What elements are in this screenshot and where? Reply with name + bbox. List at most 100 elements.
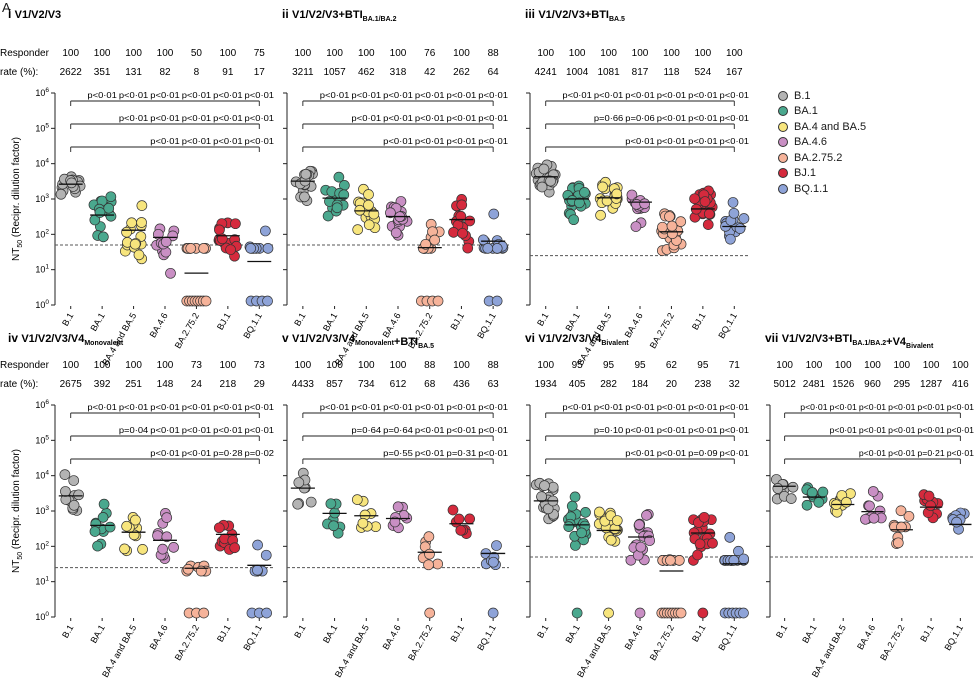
data-point bbox=[104, 521, 116, 533]
p-value: p<0·01 bbox=[415, 448, 445, 458]
responder-rate-value: 95 bbox=[603, 360, 615, 371]
gmt-value: 184 bbox=[632, 379, 649, 390]
data-point bbox=[389, 516, 401, 528]
data-point bbox=[198, 243, 209, 254]
y-tick-label: 104 bbox=[35, 158, 49, 169]
y-tick-label: 101 bbox=[35, 576, 49, 587]
p-value: p<0·01 bbox=[182, 425, 212, 435]
data-point bbox=[724, 532, 736, 543]
data-point bbox=[262, 243, 274, 254]
tick-base: 10 bbox=[35, 612, 45, 622]
data-point bbox=[92, 540, 103, 552]
x-tick-label: BA.4 and BA.5 bbox=[100, 623, 138, 679]
p-value: p<0·01 bbox=[447, 90, 477, 100]
responder-rate-value: 100 bbox=[62, 360, 79, 371]
tick-exponent: 5 bbox=[45, 434, 49, 441]
panel-i: i V1/V2/V3100262210035110013110082508100… bbox=[8, 7, 275, 367]
title-text: V1/V2/V3/V4 bbox=[292, 333, 356, 345]
p-value: p<0·01 bbox=[415, 425, 445, 435]
responder-label: Responder bbox=[0, 48, 50, 59]
gmt-value: 118 bbox=[663, 67, 679, 78]
data-point bbox=[352, 224, 364, 235]
y-tick-label: 104 bbox=[35, 470, 49, 481]
p-value: p<0·01 bbox=[888, 448, 916, 458]
responder-rate-value: 100 bbox=[295, 48, 312, 59]
gmt-value: 131 bbox=[125, 67, 142, 78]
p-value: p=0·64 bbox=[383, 425, 413, 435]
data-point bbox=[487, 607, 499, 619]
title-subscript: BA.1/BA.2 bbox=[363, 16, 397, 23]
x-tick-label: BA.4.6 bbox=[623, 311, 645, 339]
legend-swatch bbox=[778, 121, 788, 132]
responder-rate-value: 100 bbox=[806, 360, 823, 371]
title-text: V1/V2/V3+BTI bbox=[292, 9, 363, 21]
figure-panel-letter: A bbox=[2, 0, 11, 15]
gmt-value: 416 bbox=[952, 379, 969, 390]
y-tick-label: 105 bbox=[35, 434, 49, 445]
x-tick-label: BJ.1 bbox=[448, 311, 466, 332]
p-value: p<0·01 bbox=[119, 402, 149, 412]
data-point bbox=[325, 498, 337, 510]
data-point bbox=[738, 607, 749, 619]
p-value: p=0·09 bbox=[688, 448, 718, 458]
responder-rate-value: 100 bbox=[125, 360, 142, 371]
p-value: p<0·01 bbox=[383, 402, 413, 412]
p-value: p<0·01 bbox=[351, 90, 381, 100]
legend-swatch bbox=[778, 152, 788, 163]
data-point bbox=[603, 607, 614, 619]
p-value: p=0·64 bbox=[351, 425, 381, 435]
p-value: p<0·01 bbox=[213, 90, 243, 100]
data-point bbox=[448, 226, 459, 238]
responder-rate-value: 95 bbox=[572, 360, 584, 371]
gmt-value: 167 bbox=[726, 67, 743, 78]
data-point bbox=[168, 542, 179, 553]
p-value: p=0·31 bbox=[447, 448, 477, 458]
gmt-value: 612 bbox=[390, 379, 407, 390]
data-point bbox=[727, 197, 739, 208]
data-point bbox=[126, 217, 137, 229]
y-tick-label: 103 bbox=[35, 505, 49, 516]
responder-rate-value: 100 bbox=[600, 48, 617, 59]
p-value: p<0·01 bbox=[87, 90, 117, 100]
p-value: p=0·66 bbox=[594, 113, 624, 123]
data-point bbox=[161, 531, 173, 543]
responder-rate-value: 88 bbox=[424, 360, 436, 371]
data-point bbox=[328, 520, 339, 532]
p-value: p<0·01 bbox=[213, 113, 243, 123]
data-point bbox=[728, 207, 740, 219]
x-tick-label: BA.2.75.2 bbox=[648, 623, 676, 662]
x-tick-label: B.1 bbox=[535, 311, 550, 328]
responder-rate-value: 100 bbox=[157, 360, 174, 371]
data-point bbox=[338, 189, 350, 201]
legend-swatch bbox=[778, 106, 788, 117]
p-value: p<0·01 bbox=[150, 90, 180, 100]
tick-base: 10 bbox=[35, 577, 45, 587]
data-point bbox=[357, 517, 369, 529]
data-point bbox=[137, 544, 148, 555]
data-point bbox=[692, 549, 703, 561]
data-point bbox=[98, 498, 110, 510]
p-value: p<0·01 bbox=[182, 90, 212, 100]
data-point bbox=[491, 243, 503, 254]
x-tick-label: BQ.1.1 bbox=[475, 623, 498, 652]
gmt-value: 960 bbox=[864, 379, 881, 390]
tick-base: 10 bbox=[35, 265, 45, 275]
legend-label: BA.1 bbox=[794, 105, 818, 118]
data-point bbox=[580, 507, 591, 518]
legend-swatch bbox=[778, 137, 788, 148]
gmt-value: 24 bbox=[191, 379, 203, 390]
x-tick-label: BA.1 bbox=[800, 623, 818, 645]
tick-exponent: 4 bbox=[45, 158, 49, 165]
p-value: p<0·01 bbox=[182, 113, 212, 123]
data-point bbox=[539, 480, 550, 491]
tick-exponent: 6 bbox=[45, 87, 49, 94]
data-point bbox=[462, 242, 474, 254]
data-point bbox=[707, 537, 718, 549]
data-point bbox=[633, 519, 645, 531]
x-tick-label: BA.1 bbox=[321, 623, 339, 645]
data-point bbox=[455, 525, 467, 536]
x-tick-label: BA.1 bbox=[563, 311, 581, 333]
data-point bbox=[630, 221, 642, 232]
x-tick-label: BJ.1 bbox=[215, 623, 233, 644]
data-point bbox=[491, 540, 502, 551]
